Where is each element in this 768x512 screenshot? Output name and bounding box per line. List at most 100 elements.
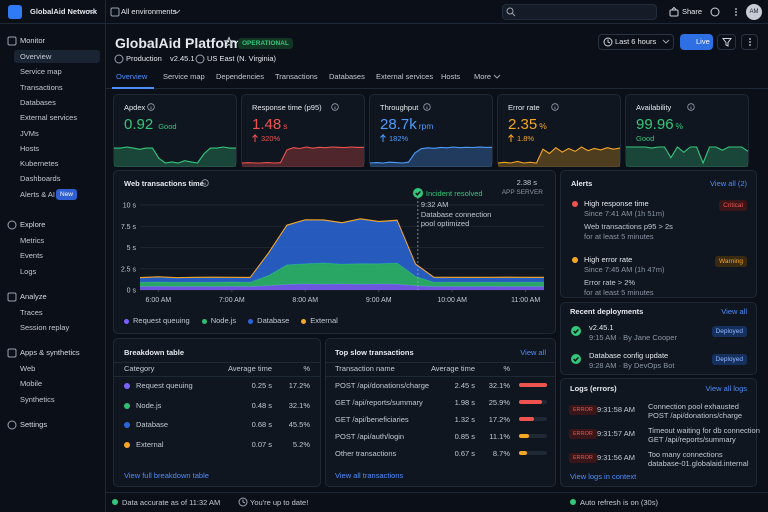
nav-item[interactable]: Kubernetes bbox=[20, 159, 59, 169]
tab[interactable]: Overview bbox=[116, 72, 148, 81]
tab[interactable]: External services bbox=[376, 72, 434, 81]
kebab bbox=[735, 8, 737, 10]
nav-item[interactable]: Overview bbox=[20, 52, 52, 61]
share-icon bbox=[669, 6, 679, 17]
status-badge: OPERATIONAL bbox=[238, 38, 293, 50]
nav-item[interactable]: Service map bbox=[20, 67, 62, 77]
check bbox=[573, 356, 579, 362]
nav-item[interactable]: Dashboards bbox=[20, 174, 61, 184]
arrow bbox=[380, 133, 386, 142]
kpi-label: Apdex bbox=[124, 103, 146, 112]
panel-footer-link[interactable]: View full breakdown table bbox=[124, 471, 209, 480]
alert-since: Since 7:41 AM (1h 51m) bbox=[584, 209, 665, 218]
nav-section[interactable]: Settings bbox=[20, 420, 48, 429]
nav-item[interactable]: Session replay bbox=[20, 323, 70, 333]
info bbox=[687, 103, 695, 111]
nav-section[interactable]: Analyze bbox=[20, 292, 47, 301]
nav-item[interactable]: Databases bbox=[20, 97, 56, 107]
panel-link[interactable]: View all bbox=[721, 307, 747, 316]
square-icon bbox=[7, 292, 17, 302]
sparkline bbox=[626, 146, 749, 167]
kpi-label: Availability bbox=[636, 103, 672, 112]
kpi-unit: s bbox=[283, 121, 288, 131]
info bbox=[201, 179, 209, 187]
nav-item[interactable]: Synthetics bbox=[20, 394, 55, 404]
table-header: Transaction name bbox=[335, 364, 395, 373]
nav-item[interactable]: Hosts bbox=[20, 143, 40, 153]
environment-selector[interactable]: All environments bbox=[121, 7, 177, 16]
tab[interactable]: Service map bbox=[163, 72, 205, 81]
share bbox=[671, 6, 677, 10]
panel-title: Logs (errors) bbox=[570, 384, 617, 393]
nav-item[interactable]: Traces bbox=[20, 308, 43, 317]
filter-button[interactable] bbox=[717, 34, 736, 50]
table-cell: POST /api/auth/login bbox=[335, 432, 405, 441]
time-range-button[interactable] bbox=[598, 34, 674, 50]
rule bbox=[114, 362, 320, 363]
x-tick-label: 6:00 AM bbox=[146, 297, 172, 304]
tab-underline bbox=[112, 87, 154, 89]
nav-item[interactable]: External services bbox=[20, 113, 78, 123]
log-level: ERROR bbox=[569, 453, 597, 464]
table-cell: 17.2% bbox=[288, 381, 310, 390]
area-line bbox=[139, 262, 545, 283]
table-header: % bbox=[503, 364, 510, 373]
nav-item[interactable]: Web bbox=[20, 364, 36, 373]
legend-label: External bbox=[310, 316, 338, 325]
chevron-icon bbox=[173, 9, 181, 14]
deployment-title: Database config update bbox=[589, 351, 669, 360]
share-button[interactable]: Share bbox=[682, 7, 703, 16]
sparkline-line bbox=[369, 146, 493, 164]
dot bbox=[572, 257, 578, 263]
tab[interactable]: Hosts bbox=[441, 72, 461, 81]
nav-item[interactable]: Events bbox=[20, 251, 43, 261]
search-box[interactable] bbox=[502, 4, 657, 20]
panel-link[interactable]: View all logs bbox=[705, 384, 747, 393]
org-name[interactable]: GlobalAid Network bbox=[30, 7, 98, 16]
tab[interactable]: Databases bbox=[329, 72, 365, 81]
circle-icon bbox=[114, 54, 124, 64]
nav-section[interactable]: Explore bbox=[20, 220, 46, 229]
nav-active bbox=[14, 50, 100, 63]
nav-item[interactable]: Alerts & AI bbox=[20, 189, 56, 199]
tab[interactable]: Transactions bbox=[275, 72, 318, 81]
area bbox=[140, 219, 544, 283]
nav-item[interactable]: Mobile bbox=[20, 379, 43, 389]
tab[interactable]: More bbox=[474, 72, 492, 81]
nav-badge: New bbox=[56, 188, 78, 201]
page-title: GlobalAid Platform bbox=[115, 35, 242, 51]
footer-data-time: Data accurate as of 11:32 AM bbox=[122, 498, 221, 507]
table-cell: 0.25 s bbox=[251, 381, 272, 390]
live-button[interactable] bbox=[680, 34, 713, 50]
table-cell: Node.js bbox=[136, 400, 162, 410]
dot-icon bbox=[124, 441, 130, 448]
legend-item: Database bbox=[248, 316, 289, 326]
time-range: Last 6 hours bbox=[615, 37, 657, 46]
panel-title: Top slow transactions bbox=[335, 348, 414, 357]
live-label: Live bbox=[696, 37, 710, 46]
avatar[interactable]: AM bbox=[746, 4, 762, 20]
tab[interactable]: Dependencies bbox=[216, 72, 264, 81]
severity-badge: Warning bbox=[715, 256, 747, 268]
nav-item[interactable]: Metrics bbox=[20, 236, 45, 245]
panel-link[interactable]: View all (2) bbox=[710, 179, 747, 188]
table-cell: 0.85 s bbox=[454, 432, 475, 441]
panel-footer-link[interactable]: View all transactions bbox=[335, 471, 404, 480]
more-button[interactable] bbox=[741, 34, 758, 50]
nav-item[interactable]: Logs bbox=[20, 266, 37, 276]
nav-item[interactable]: JVMs bbox=[20, 128, 39, 138]
chevron bbox=[173, 9, 181, 14]
deployments-panel: Recent deployments View all v2.45.1 9:15 AM… bbox=[560, 302, 757, 375]
panel-link[interactable]: View all bbox=[520, 348, 546, 357]
region: US East (N. Virginia) bbox=[207, 54, 277, 63]
kebab bbox=[749, 41, 751, 43]
legend-item: External bbox=[301, 316, 338, 326]
circle bbox=[195, 54, 205, 64]
dot-icon bbox=[112, 499, 118, 505]
nav-section[interactable]: Apps & synthetics bbox=[20, 348, 80, 357]
kpi-value-row: 1.48 s bbox=[252, 116, 287, 133]
kpi-value: 1.48 bbox=[252, 116, 282, 133]
panel-footer-link[interactable]: View logs in context bbox=[570, 472, 637, 481]
nav-item[interactable]: Transactions bbox=[20, 82, 63, 92]
nav-section[interactable]: Monitor bbox=[20, 36, 46, 45]
